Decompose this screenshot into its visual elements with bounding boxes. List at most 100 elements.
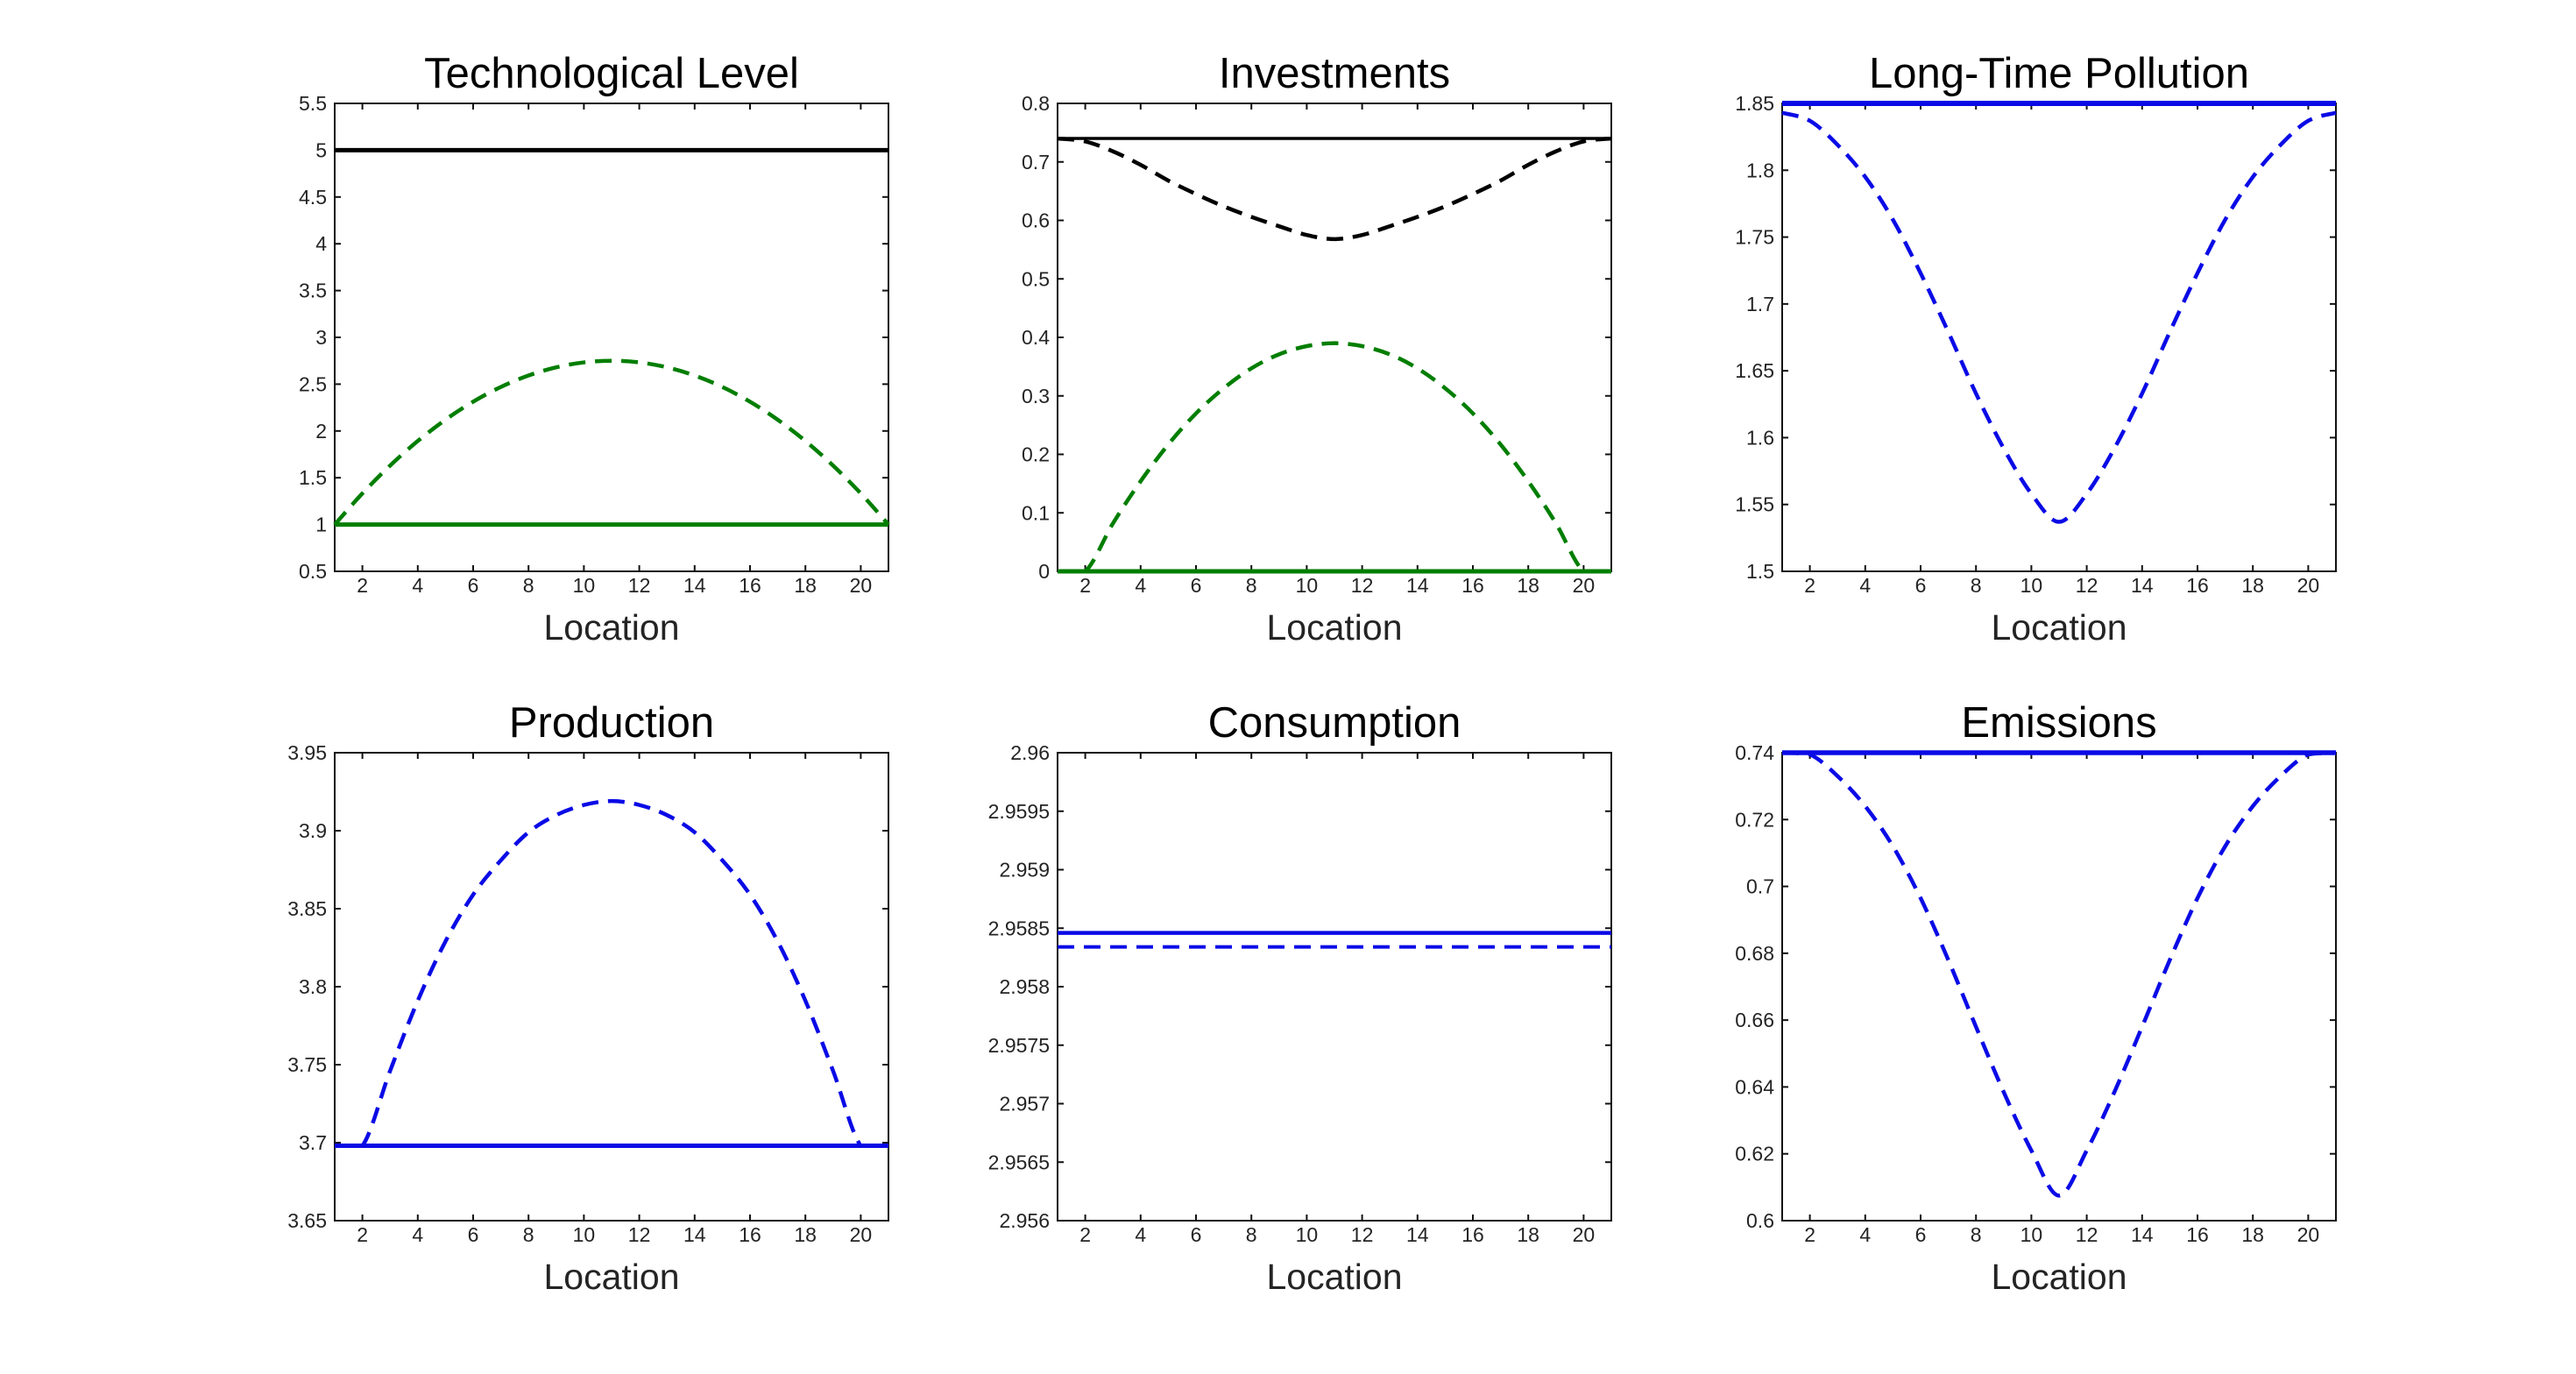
y-tick-label: 2.96: [1010, 741, 1050, 764]
x-tick-label: 10: [573, 1223, 596, 1246]
x-tick-label: 16: [739, 1223, 761, 1246]
chart-emissions: 2 4 6 8 10 12 14 16 18 20 0.6 0.62 0.64 0.66 0.68 0.7 0.…: [1649, 676, 2385, 1324]
y-tick-label: 0.5: [1022, 267, 1050, 290]
y-tick-label: 2: [315, 420, 327, 443]
x-tick-label: 10: [1296, 574, 1319, 597]
y-tick-label: 3.7: [299, 1131, 327, 1154]
x-tick-label: 8: [523, 1223, 534, 1246]
y-tick-label: 1.5: [299, 466, 327, 489]
x-tick-label: 12: [1351, 574, 1374, 597]
plot-border: [1781, 103, 2337, 572]
y-tick-label: 1.65: [1735, 359, 1774, 382]
production-svg: 2 4 6 8 10 12 14 16 18 20 3.65 3.7 3.75 3.8 3.85 3.9 3.9…: [287, 699, 889, 1297]
y-tick-label: 1: [315, 513, 327, 536]
consumption-svg: 2 4 6 8 10 12 14 16 18 20 2.956 2.9565 2.957 2.9575 2.…: [988, 699, 1612, 1297]
series-blue-dashed-curve: [1781, 750, 2337, 1198]
y-tick-label: 4: [315, 232, 327, 255]
x-tick-label: 4: [412, 574, 423, 597]
x-tick-label: 4: [1859, 1223, 1871, 1246]
x-tick-label: 12: [2076, 574, 2098, 597]
y-tick-label: 1.75: [1735, 226, 1774, 249]
chart-production: 2 4 6 8 10 12 14 16 18 20 3.65 3.7 3.75 3.8 3.85 3.9 3.9…: [202, 676, 938, 1324]
y-tick-label: 1.7: [1746, 293, 1774, 315]
x-tick-label: 16: [2186, 1223, 2209, 1246]
x-axis-label: Location: [543, 607, 679, 648]
y-tick-label: 3: [315, 326, 327, 349]
plot-border: [1057, 752, 1612, 1222]
y-tick-label: 3.85: [287, 897, 327, 920]
y-tick-label: 0.68: [1735, 942, 1774, 965]
y-tick-label: 0.72: [1735, 808, 1774, 831]
x-tick-label: 16: [739, 574, 761, 597]
x-tick-label: 18: [1517, 1223, 1539, 1246]
y-tick-label: 1.85: [1735, 92, 1774, 115]
x-tick-label: 8: [523, 574, 534, 597]
chart-title: Consumption: [1208, 699, 1461, 747]
y-tick-label: 2.957: [999, 1093, 1050, 1115]
y-tick-label: 0.6: [1746, 1209, 1774, 1232]
y-tick-label: 2.9585: [988, 917, 1050, 939]
plot-border: [334, 103, 889, 572]
y-tick-label: 3.5: [299, 280, 327, 302]
y-tick-label: 1.55: [1735, 493, 1774, 516]
x-tick-label: 14: [1406, 1223, 1429, 1246]
y-tick-label: 0.7: [1746, 875, 1774, 898]
y-tick-label: 3.75: [287, 1053, 327, 1076]
plot-border: [1057, 103, 1612, 572]
x-tick-label: 12: [628, 574, 651, 597]
y-tick-label: 2.956: [999, 1209, 1050, 1232]
chart-technological-level: 2 4 6 8 10 12 14 16 18 20 0.5 1 1.5 2 2.5 3 3.5 4 4.5 5 5.5 T…: [202, 26, 938, 675]
x-tick-label: 16: [1461, 1223, 1484, 1246]
y-tick-label: 3.95: [287, 741, 327, 764]
x-tick-label: 20: [850, 1223, 873, 1246]
x-tick-label: 10: [573, 574, 596, 597]
y-tick-label: 3.65: [287, 1209, 327, 1232]
x-tick-label: 6: [1191, 574, 1202, 597]
chart-title: Technological Level: [424, 50, 799, 97]
x-tick-label: 20: [1573, 574, 1596, 597]
long-time-pollution-svg: 2 4 6 8 10 12 14 16 18 20 1.5 1.55 1.6 1.65 1.7 1.75 1.8…: [1735, 50, 2337, 648]
plot-border: [1781, 752, 2337, 1222]
y-tick-label: 1.6: [1746, 426, 1774, 449]
y-tick-label: 0.74: [1735, 741, 1774, 764]
x-tick-label: 2: [357, 574, 368, 597]
chart-consumption: 2 4 6 8 10 12 14 16 18 20 2.956 2.9565 2.957 2.9575 2.…: [924, 676, 1660, 1324]
x-tick-label: 20: [2297, 574, 2320, 597]
x-tick-label: 4: [1135, 1223, 1146, 1246]
y-tick-label: 3.9: [299, 819, 327, 842]
y-tick-label: 0.1: [1022, 501, 1050, 524]
series-blue-dashed-curve: [1781, 110, 2337, 524]
x-tick-label: 10: [2020, 574, 2043, 597]
x-tick-label: 18: [794, 574, 817, 597]
x-axis-label: Location: [543, 1257, 679, 1297]
y-tick-label: 1.5: [1746, 560, 1774, 583]
y-tick-label: 0: [1038, 560, 1050, 583]
y-tick-label: 2.9595: [988, 800, 1050, 823]
chart-investments: 2 4 6 8 10 12 14 16 18 20 0 0.1 0.2 0.3 0.4 0.5 0.6 0.7 0.…: [924, 26, 1660, 675]
series-green-dashed-curve: [333, 358, 890, 527]
y-tick-label: 0.64: [1735, 1075, 1774, 1098]
y-tick-label: 2.9575: [988, 1034, 1050, 1057]
x-tick-label: 10: [1296, 1223, 1319, 1246]
y-tick-label: 0.2: [1022, 443, 1050, 466]
x-tick-label: 18: [2241, 1223, 2264, 1246]
y-tick-label: 0.4: [1022, 326, 1050, 349]
series-black-dashed-curve: [1057, 136, 1612, 242]
x-tick-label: 16: [1461, 574, 1484, 597]
y-tick-label: 2.5: [299, 372, 327, 395]
y-tick-label: 4.5: [299, 186, 327, 209]
y-tick-label: 2.9565: [988, 1151, 1050, 1173]
x-tick-label: 14: [2131, 574, 2154, 597]
x-tick-label: 2: [357, 1223, 368, 1246]
x-tick-label: 4: [412, 1223, 423, 1246]
x-tick-label: 6: [468, 1223, 479, 1246]
x-tick-label: 12: [2076, 1223, 2098, 1246]
plot-border: [334, 752, 889, 1222]
x-tick-label: 4: [1859, 574, 1871, 597]
x-tick-label: 20: [1573, 1223, 1596, 1246]
x-tick-label: 6: [1915, 1223, 1927, 1246]
x-tick-label: 8: [1246, 1223, 1257, 1246]
series-green-dashed-curve: [1058, 341, 1611, 574]
x-tick-label: 2: [1079, 574, 1091, 597]
x-tick-label: 14: [1406, 574, 1429, 597]
